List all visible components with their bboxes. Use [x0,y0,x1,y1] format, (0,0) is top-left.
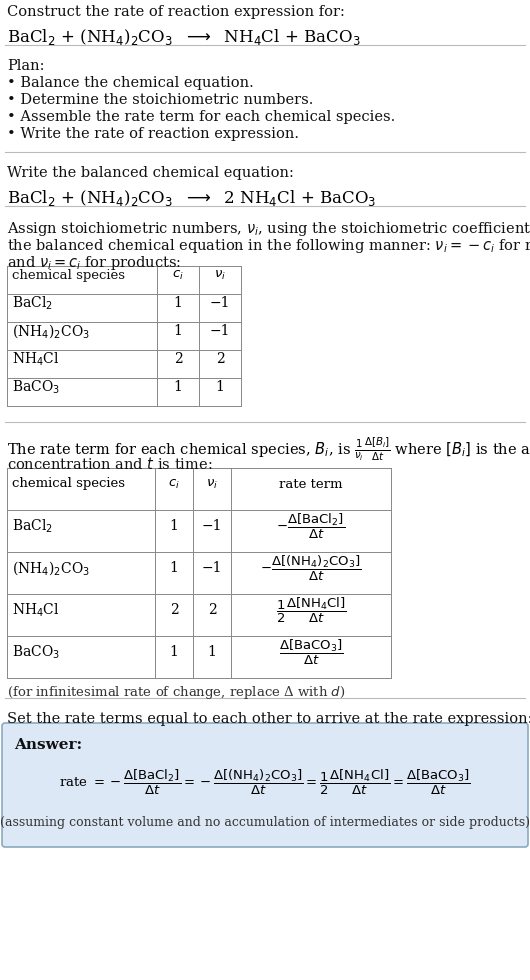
Text: 2: 2 [208,603,216,617]
Text: NH$_4$Cl: NH$_4$Cl [12,602,59,618]
Text: (NH$_4$)$_2$CO$_3$: (NH$_4$)$_2$CO$_3$ [12,560,90,577]
Text: rate $= -\dfrac{\Delta[\mathrm{BaCl_2}]}{\Delta t}= -\dfrac{\Delta[\mathrm{(NH_4: rate $= -\dfrac{\Delta[\mathrm{BaCl_2}]}… [59,767,471,797]
Text: $-\dfrac{\Delta[\mathrm{BaCl_2}]}{\Delta t}$: $-\dfrac{\Delta[\mathrm{BaCl_2}]}{\Delta… [277,512,346,541]
Text: and $\nu_i = c_i$ for products:: and $\nu_i = c_i$ for products: [7,254,181,272]
Text: • Determine the stoichiometric numbers.: • Determine the stoichiometric numbers. [7,93,313,107]
FancyBboxPatch shape [2,723,528,847]
Text: (NH$_4$)$_2$CO$_3$: (NH$_4$)$_2$CO$_3$ [12,322,90,340]
Text: concentration and $t$ is time:: concentration and $t$ is time: [7,456,213,472]
Text: $\dfrac{1}{2}\dfrac{\Delta[\mathrm{NH_4Cl}]}{\Delta t}$: $\dfrac{1}{2}\dfrac{\Delta[\mathrm{NH_4C… [276,596,346,624]
Text: the balanced chemical equation in the following manner: $\nu_i = -c_i$ for react: the balanced chemical equation in the fo… [7,237,530,255]
Text: • Assemble the rate term for each chemical species.: • Assemble the rate term for each chemic… [7,110,395,124]
Text: 1: 1 [173,296,182,310]
Text: $-\dfrac{\Delta[\mathrm{(NH_4)_2CO_3}]}{\Delta t}$: $-\dfrac{\Delta[\mathrm{(NH_4)_2CO_3}]}{… [260,554,362,583]
Text: The rate term for each chemical species, $B_i$, is $\frac{1}{\nu_i}\frac{\Delta[: The rate term for each chemical species,… [7,436,530,464]
Text: Construct the rate of reaction expression for:: Construct the rate of reaction expressio… [7,5,345,19]
Text: 2: 2 [216,352,224,366]
Text: NH$_4$Cl: NH$_4$Cl [12,350,59,368]
Text: chemical species: chemical species [12,477,125,491]
Text: $\dfrac{\Delta[\mathrm{BaCO_3}]}{\Delta t}$: $\dfrac{\Delta[\mathrm{BaCO_3}]}{\Delta … [279,637,343,666]
Text: Plan:: Plan: [7,59,45,73]
Text: −1: −1 [210,296,230,310]
Text: Assign stoichiometric numbers, $\nu_i$, using the stoichiometric coefficients, $: Assign stoichiometric numbers, $\nu_i$, … [7,220,530,238]
Text: 1: 1 [173,380,182,394]
Text: (assuming constant volume and no accumulation of intermediates or side products): (assuming constant volume and no accumul… [0,816,530,829]
Text: 1: 1 [170,561,179,575]
Text: $c_i$: $c_i$ [172,269,184,281]
Text: chemical species: chemical species [12,269,125,281]
Text: Set the rate terms equal to each other to arrive at the rate expression:: Set the rate terms equal to each other t… [7,712,530,726]
Text: BaCl$_2$ $+$ (NH$_4$)$_2$CO$_3$  $\longrightarrow$  NH$_4$Cl $+$ BaCO$_3$: BaCl$_2$ $+$ (NH$_4$)$_2$CO$_3$ $\longri… [7,27,360,47]
Text: BaCO$_3$: BaCO$_3$ [12,643,60,661]
Text: $\nu_i$: $\nu_i$ [214,269,226,281]
Text: 1: 1 [170,519,179,533]
Text: $\nu_i$: $\nu_i$ [206,477,218,491]
Text: 1: 1 [208,645,216,659]
Text: • Balance the chemical equation.: • Balance the chemical equation. [7,76,254,90]
Text: (for infinitesimal rate of change, replace Δ with $d$): (for infinitesimal rate of change, repla… [7,684,346,701]
Text: 1: 1 [170,645,179,659]
Text: −1: −1 [210,324,230,338]
Text: BaCl$_2$ $+$ (NH$_4$)$_2$CO$_3$  $\longrightarrow$  2 NH$_4$Cl $+$ BaCO$_3$: BaCl$_2$ $+$ (NH$_4$)$_2$CO$_3$ $\longri… [7,188,376,208]
Text: BaCl$_2$: BaCl$_2$ [12,294,53,312]
Text: 1: 1 [216,380,224,394]
Text: Answer:: Answer: [14,738,82,752]
Text: Write the balanced chemical equation:: Write the balanced chemical equation: [7,166,294,180]
Text: −1: −1 [202,519,222,533]
Text: BaCl$_2$: BaCl$_2$ [12,517,53,535]
Text: rate term: rate term [279,477,343,491]
Text: 1: 1 [173,324,182,338]
Text: −1: −1 [202,561,222,575]
Text: BaCO$_3$: BaCO$_3$ [12,378,60,396]
Text: • Write the rate of reaction expression.: • Write the rate of reaction expression. [7,127,299,141]
Text: 2: 2 [170,603,179,617]
Text: $c_i$: $c_i$ [168,477,180,491]
Text: 2: 2 [174,352,182,366]
